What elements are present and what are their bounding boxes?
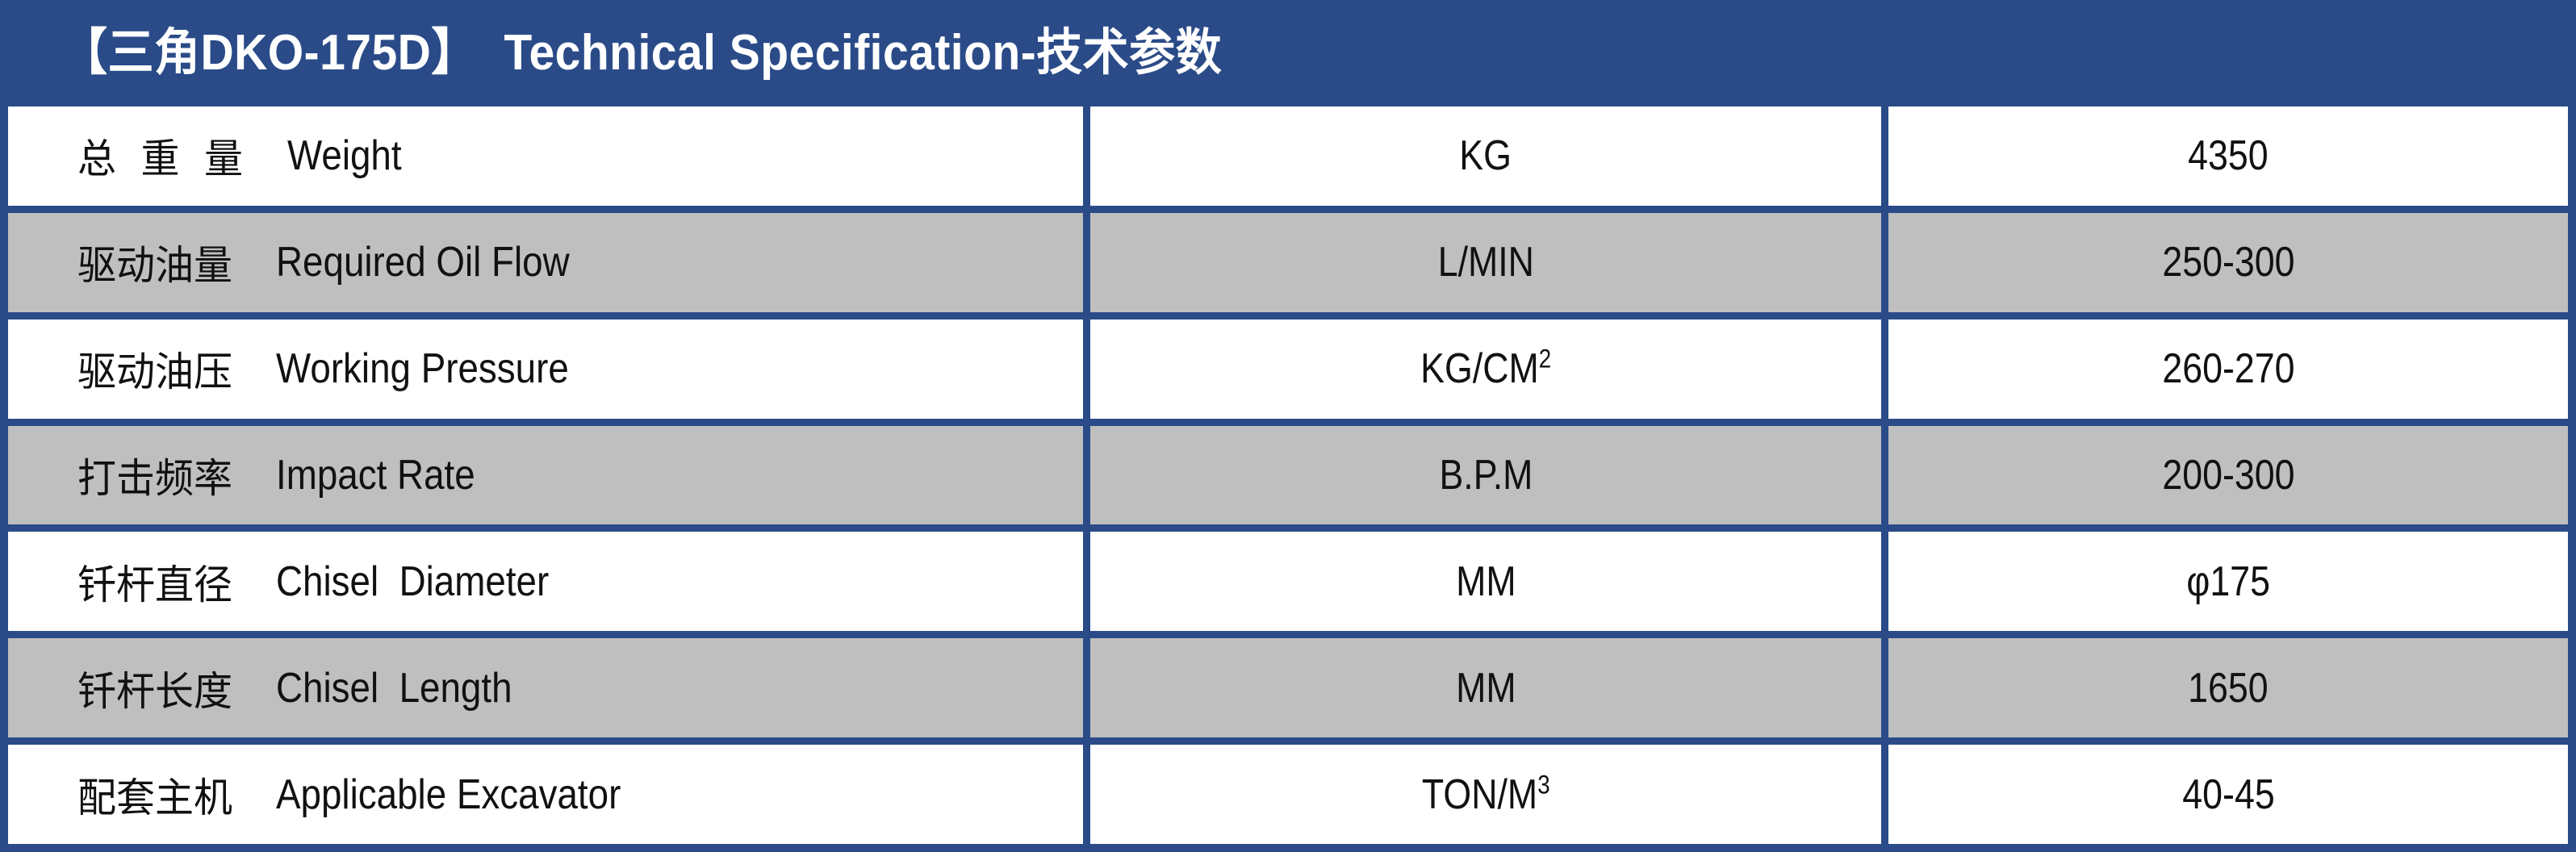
table-row: 驱动油压 Working Pressure KG/CM2 260-270 [8,319,2568,419]
parameter-label-cn: 配套主机 [77,774,232,821]
parameter-label-en: Applicable Excavator [276,771,621,818]
unit-cell: KG [1090,106,1881,206]
table-row: 钎杆长度 Chisel Length MM 1650 [8,638,2568,738]
unit-cell: TON/M3 [1090,745,1881,845]
page-title: 【三角DKO-175D】 Technical Specification-技术参… [61,25,1223,81]
unit-base: MM [1455,558,1516,605]
unit-superscript: 3 [1537,770,1550,800]
table-row: 总 重 量 Weight KG 4350 [8,106,2568,206]
unit-base: KG/CM [1420,345,1539,393]
unit-superscript: 2 [1538,344,1552,374]
value-base: 4350 [2188,132,2269,180]
table-row: 打击频率 Impact Rate B.P.M 200-300 [8,425,2568,525]
parameter-label-en: Chisel Length [276,664,512,712]
unit-text: MM [1456,558,1516,606]
parameter-label-cn: 驱动油压 [77,349,232,396]
unit-cell: MM [1090,638,1881,738]
unit-base: L/MIN [1437,239,1534,286]
value-text: φ175 [2186,558,2270,606]
parameter-label-en: Impact Rate [276,452,475,499]
parameter-name-cell: 钎杆直径 Chisel Diameter [8,532,1083,632]
parameter-name-cell: 打击频率 Impact Rate [8,425,1083,525]
value-cell: 250-300 [1888,212,2568,312]
value-text: 1650 [2188,664,2268,712]
parameter-label-cn: 钎杆直径 [77,561,232,608]
unit-text: TON/M3 [1422,771,1550,819]
value-text: 250-300 [2162,238,2294,286]
value-text: 200-300 [2162,451,2294,499]
unit-text: L/MIN [1437,238,1533,286]
parameter-label-cn: 钎杆长度 [77,667,232,715]
parameter-label-en: Chisel Diameter [276,558,550,605]
value-cell: 40-45 [1888,745,2568,845]
parameter-name-cell: 总 重 量 Weight [8,106,1083,206]
value-cell: 260-270 [1888,319,2568,419]
parameter-label-cn: 驱动油量 [77,242,232,290]
parameter-name-cell: 驱动油量 Required Oil Flow [8,212,1083,312]
value-base: 260-270 [2161,345,2295,393]
unit-cell: KG/CM2 [1090,319,1881,419]
parameter-label-en: Required Oil Flow [276,239,570,286]
unit-base: B.P.M [1439,452,1533,499]
parameter-label-cn: 总 重 量 [77,136,244,183]
unit-base: KG [1459,132,1512,180]
value-cell: 4350 [1888,106,2568,206]
value-base: 1650 [2188,664,2269,712]
value-cell: φ175 [1888,532,2568,632]
value-text: 4350 [2188,132,2268,180]
parameter-label-en: Working Pressure [276,345,569,393]
value-text: 260-270 [2162,345,2294,393]
value-base: φ175 [2186,558,2270,605]
unit-text: B.P.M [1439,451,1533,499]
parameter-name-cell: 钎杆长度 Chisel Length [8,638,1083,738]
value-cell: 1650 [1888,638,2568,738]
specification-table: 总 重 量 Weight KG 4350 驱动油量 Required Oil Flow L/… [0,106,2576,852]
unit-text: KG [1460,132,1512,180]
unit-base: TON/M [1421,771,1537,818]
parameter-label-cn: 打击频率 [77,455,232,502]
unit-cell: MM [1090,532,1881,632]
unit-cell: L/MIN [1090,212,1881,312]
unit-cell: B.P.M [1090,425,1881,525]
value-base: 200-300 [2161,452,2295,499]
parameter-label-en: Weight [286,132,402,180]
value-text: 40-45 [2182,771,2274,819]
value-base: 250-300 [2161,239,2295,286]
parameter-name-cell: 配套主机 Applicable Excavator [8,745,1083,845]
table-row: 配套主机 Applicable Excavator TON/M3 40-45 [8,745,2568,845]
parameter-name-cell: 驱动油压 Working Pressure [8,319,1083,419]
unit-text: KG/CM2 [1420,345,1551,393]
value-base: 40-45 [2181,771,2275,818]
unit-base: MM [1455,664,1516,712]
table-row: 驱动油量 Required Oil Flow L/MIN 250-300 [8,212,2568,312]
unit-text: MM [1456,664,1516,712]
table-row: 钎杆直径 Chisel Diameter MM φ175 [8,532,2568,632]
title-bar: 【三角DKO-175D】 Technical Specification-技术参… [0,0,2576,106]
value-cell: 200-300 [1888,425,2568,525]
